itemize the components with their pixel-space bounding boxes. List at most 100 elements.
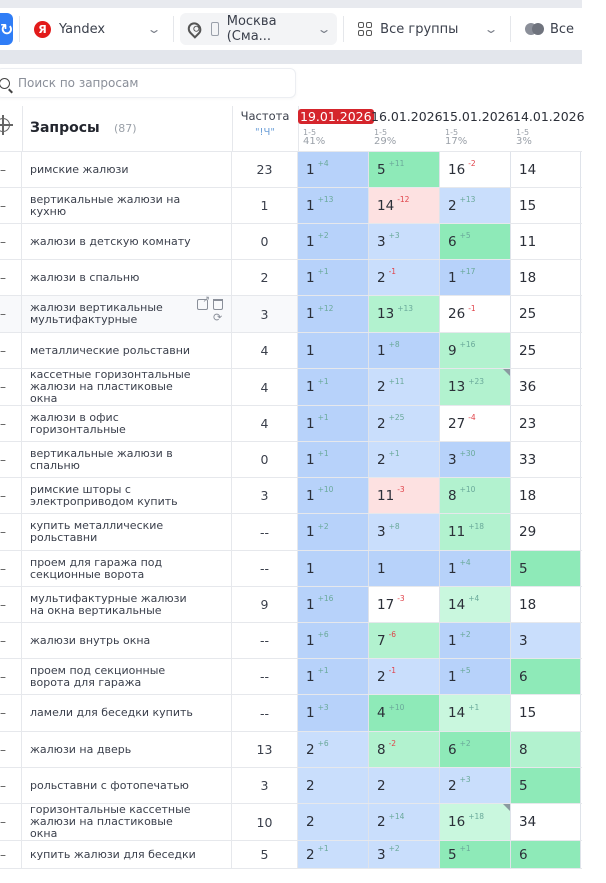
table-row[interactable]: – вертикальные жалюзи на кухню 1 1 +13 14 -12 2… [0, 188, 582, 224]
date-column-header[interactable]: 15.01.2026 1-5 17% [440, 106, 514, 147]
position-cell[interactable]: 16 -2 [440, 152, 511, 187]
query-search-box[interactable] [0, 68, 296, 98]
position-cell[interactable]: 3 [511, 623, 581, 658]
table-row[interactable]: – металлические рольставни 4 1 1 +8 9 +16 25 [0, 333, 582, 369]
position-cell[interactable]: 1 +16 [298, 587, 369, 622]
position-cell[interactable]: 2 -1 [369, 260, 440, 295]
position-cell[interactable]: 14 +1 [440, 695, 511, 731]
position-cell[interactable]: 1 +3 [298, 695, 369, 731]
query-cell[interactable]: жалюзи вертикальные мультифактурные ⟳ [22, 294, 232, 332]
position-cell[interactable]: 13 +23 [440, 369, 511, 405]
position-cell[interactable]: 1 +1 [298, 406, 369, 441]
position-cell[interactable]: 13 +13 [369, 296, 440, 332]
table-row[interactable]: – кассетные горизонтальные жалюзи на плас… [0, 369, 582, 406]
table-row[interactable]: – вертикальные жалюзи в спальню 0 1 +1 2 +1 3 +3… [0, 442, 582, 478]
position-cell[interactable]: 1 +2 [440, 623, 511, 658]
position-cell[interactable]: 33 [511, 442, 581, 477]
table-row[interactable]: – проем под секционные ворота для гаража -… [0, 659, 582, 695]
query-cell[interactable]: римские жалюзи [22, 152, 232, 187]
table-row[interactable]: – проем для гаража под секционные ворота -… [0, 551, 582, 587]
position-cell[interactable]: 14 -12 [369, 188, 440, 223]
frequency-column-header[interactable]: Частота "!Ч" [232, 106, 298, 138]
query-cell[interactable]: жалюзи в детскую комнату [22, 224, 232, 259]
position-cell[interactable]: 25 [511, 296, 581, 332]
position-cell[interactable]: 23 [511, 406, 581, 441]
position-cell[interactable]: 1 +10 [298, 478, 369, 513]
position-cell[interactable]: 8 -2 [369, 732, 440, 767]
position-cell[interactable]: 2 [298, 804, 369, 840]
table-row[interactable]: – римские шторы с электроприводом купить 3… [0, 478, 582, 514]
date-column-header[interactable]: 16.01.2026 1-5 29% [369, 106, 443, 147]
table-row[interactable]: – ламели для беседки купить -- 1 +3 4 +10 14 +1 1… [0, 695, 582, 732]
position-cell[interactable]: 11 [511, 224, 581, 259]
query-cell[interactable]: вертикальные жалюзи в спальню [22, 442, 232, 477]
query-cell[interactable]: проем под секционные ворота для гаража [22, 659, 232, 694]
position-cell[interactable]: 7 -6 [369, 623, 440, 658]
table-row[interactable]: – мультифактурные жалюзи на окна вертикал… [0, 587, 582, 623]
position-cell[interactable]: 1 +17 [440, 260, 511, 295]
position-cell[interactable]: 1 +1 [298, 442, 369, 477]
position-cell[interactable]: 2 +3 [440, 768, 511, 803]
date-label[interactable]: 19.01.2026 [298, 109, 374, 124]
position-cell[interactable]: 15 [511, 695, 581, 731]
position-cell[interactable]: 5 +1 [440, 841, 511, 868]
position-cell[interactable]: 1 [298, 551, 369, 586]
position-cell[interactable]: 8 [511, 732, 581, 767]
query-cell[interactable]: жалюзи в офис горизонтальные [22, 406, 232, 441]
trash-icon[interactable] [213, 299, 223, 310]
position-cell[interactable]: 2 [298, 768, 369, 803]
position-cell[interactable]: 1 +4 [298, 152, 369, 187]
table-row[interactable]: – римские жалюзи 23 1 +4 5 +11 16 -2 14 [0, 152, 582, 188]
position-cell[interactable]: 1 +12 [298, 296, 369, 332]
table-row[interactable]: – купить металлические рольставни -- 1 +2 3 +8… [0, 514, 582, 551]
position-cell[interactable]: 3 +30 [440, 442, 511, 477]
position-cell[interactable]: 1 +6 [298, 623, 369, 658]
position-cell[interactable]: 6 +2 [440, 732, 511, 767]
position-cell[interactable]: 34 [511, 804, 581, 840]
table-row[interactable]: – жалюзи на дверь 13 2 +6 8 -2 6 +2 8 [0, 732, 582, 768]
position-cell[interactable]: 5 [511, 551, 581, 586]
date-column-header[interactable]: 19.01.2026 1-5 41% [298, 106, 374, 147]
query-cell[interactable]: проем для гаража под секционные ворота [22, 551, 232, 586]
position-cell[interactable]: 1 +1 [298, 260, 369, 295]
position-cell[interactable]: 36 [511, 369, 581, 405]
position-cell[interactable]: 5 +11 [369, 152, 440, 187]
position-cell[interactable]: 14 +4 [440, 587, 511, 622]
position-cell[interactable]: 1 +2 [298, 224, 369, 259]
position-cell[interactable]: 2 -1 [369, 659, 440, 694]
position-cell[interactable]: 26 -1 [440, 296, 511, 332]
position-cell[interactable]: 11 +18 [440, 514, 511, 550]
position-cell[interactable]: 27 -4 [440, 406, 511, 441]
position-cell[interactable]: 1 +5 [440, 659, 511, 694]
groups-select[interactable]: Все группы ⌄ [350, 13, 504, 45]
filter-select[interactable]: Все [517, 13, 582, 45]
table-row[interactable]: – рольставни с фотопечатью 3 2 2 2 +3 5 [0, 768, 582, 804]
position-cell[interactable]: 25 [511, 333, 581, 368]
position-cell[interactable]: 5 [511, 768, 581, 803]
app-logo-icon[interactable]: ↻ [0, 13, 14, 45]
position-cell[interactable]: 2 +1 [298, 841, 369, 868]
query-cell[interactable]: жалюзи в спальню [22, 260, 232, 295]
refresh-icon[interactable]: ⟳ [213, 311, 223, 324]
search-input[interactable] [18, 76, 278, 90]
query-cell[interactable]: горизонтальные кассетные жалюзи на пласт… [22, 804, 232, 840]
position-cell[interactable]: 17 -3 [369, 587, 440, 622]
position-cell[interactable]: 18 [511, 260, 581, 295]
position-cell[interactable]: 2 +25 [369, 406, 440, 441]
date-label[interactable]: 14.01.2026 [513, 109, 585, 124]
location-select[interactable]: Москва (Сма... ⌄ [179, 13, 338, 45]
position-cell[interactable]: 18 [511, 478, 581, 513]
position-cell[interactable]: 1 [298, 333, 369, 368]
position-cell[interactable]: 3 +2 [369, 841, 440, 868]
position-cell[interactable]: 8 +10 [440, 478, 511, 513]
query-cell[interactable]: рольставни с фотопечатью [22, 768, 232, 803]
position-cell[interactable]: 2 +13 [440, 188, 511, 223]
query-cell[interactable]: жалюзи внутрь окна [22, 623, 232, 658]
position-cell[interactable]: 1 +4 [440, 551, 511, 586]
position-cell[interactable]: 6 [511, 659, 581, 694]
query-cell[interactable]: кассетные горизонтальные жалюзи на пласт… [22, 369, 232, 405]
query-cell[interactable]: купить металлические рольставни [22, 514, 232, 550]
position-cell[interactable]: 1 +1 [298, 659, 369, 694]
query-cell[interactable]: римские шторы с электроприводом купить [22, 478, 232, 513]
position-cell[interactable]: 29 [511, 514, 581, 550]
